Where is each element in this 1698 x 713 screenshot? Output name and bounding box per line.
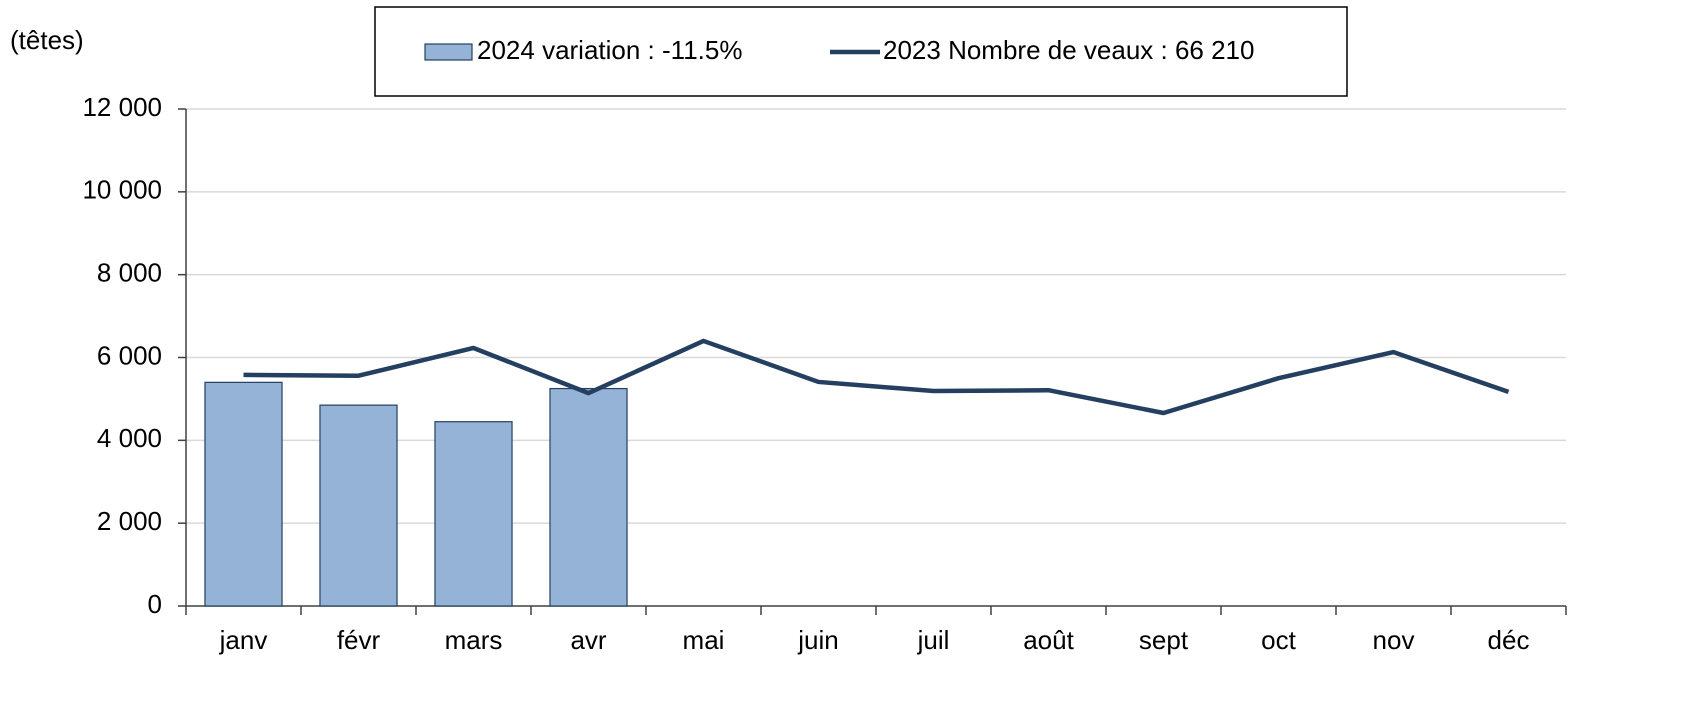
y-tick-label: 0	[148, 589, 162, 619]
x-tick-label: juin	[797, 625, 838, 655]
legend-swatch	[424, 43, 473, 61]
x-tick-label: févr	[337, 625, 381, 655]
x-tick-label: mars	[445, 625, 503, 655]
x-tick-label: avr	[570, 625, 606, 655]
y-tick-label: 6 000	[97, 340, 162, 370]
y-axis-label: (têtes)	[10, 25, 84, 55]
x-tick-label: janv	[219, 625, 268, 655]
y-tick-label: 12 000	[82, 92, 162, 122]
bar	[319, 404, 398, 607]
y-tick-label: 10 000	[82, 175, 162, 205]
bar	[204, 381, 283, 607]
x-tick-label: nov	[1373, 625, 1415, 655]
bar	[549, 387, 628, 607]
x-tick-label: oct	[1261, 625, 1296, 655]
y-tick-label: 8 000	[97, 258, 162, 288]
x-tick-label: juil	[917, 625, 950, 655]
bar	[434, 421, 513, 607]
line	[243, 338, 1510, 416]
legend-label: 2024 variation : -11.5%	[477, 35, 742, 65]
y-tick-label: 4 000	[97, 423, 162, 453]
legend-label: 2023 Nombre de veaux : 66 210	[883, 35, 1254, 65]
x-tick-label: août	[1023, 625, 1074, 655]
x-tick-label: sept	[1139, 625, 1189, 655]
x-tick-label: déc	[1488, 625, 1530, 655]
y-tick-label: 2 000	[97, 506, 162, 536]
x-tick-label: mai	[683, 625, 725, 655]
